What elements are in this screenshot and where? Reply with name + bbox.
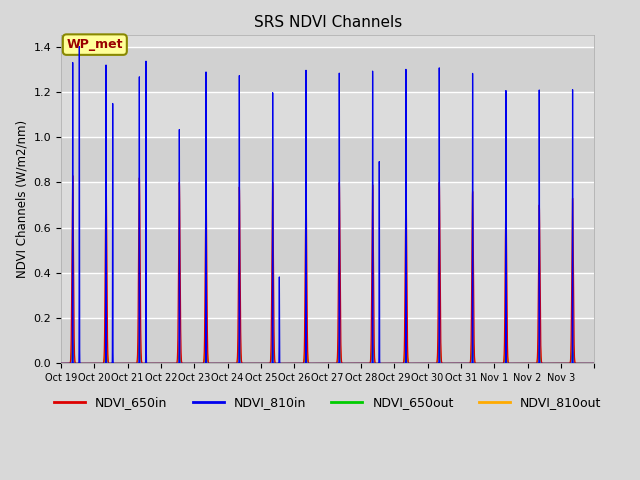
NDVI_650in — [372, 360, 380, 366]
NDVI_810out — [69, 311, 77, 316]
NDVI_650in — [57, 360, 65, 366]
Line: NDVI_650in: NDVI_650in — [61, 171, 595, 363]
Line: NDVI_810out: NDVI_810out — [61, 313, 595, 363]
Line: NDVI_810in: NDVI_810in — [61, 47, 595, 363]
NDVI_810in — [452, 360, 460, 366]
NDVI_650out — [84, 360, 92, 366]
NDVI_650out — [69, 333, 77, 339]
NDVI_810in — [57, 360, 65, 366]
NDVI_810out — [396, 360, 404, 366]
NDVI_650in — [481, 360, 489, 366]
Bar — [61, 92, 595, 137]
NDVI_650out — [481, 360, 489, 366]
Y-axis label: NDVI Channels (W/m2/nm): NDVI Channels (W/m2/nm) — [15, 120, 28, 278]
NDVI_650in — [591, 360, 598, 366]
NDVI_810out — [57, 360, 65, 366]
Legend: NDVI_650in, NDVI_810in, NDVI_650out, NDVI_810out: NDVI_650in, NDVI_810in, NDVI_650out, NDV… — [49, 392, 606, 415]
NDVI_810in — [250, 360, 258, 366]
NDVI_650out — [452, 360, 460, 366]
Bar — [61, 182, 595, 228]
Bar — [61, 228, 595, 273]
Bar — [61, 273, 595, 318]
Title: SRS NDVI Channels: SRS NDVI Channels — [253, 15, 402, 30]
NDVI_810out — [372, 360, 380, 366]
NDVI_650out — [250, 360, 258, 366]
NDVI_810in — [84, 360, 92, 366]
NDVI_810in — [481, 360, 489, 366]
NDVI_810in — [591, 360, 598, 366]
Text: WP_met: WP_met — [67, 38, 123, 51]
NDVI_810out — [481, 360, 489, 366]
NDVI_650in — [84, 360, 92, 366]
NDVI_810in — [396, 360, 404, 366]
Bar — [61, 318, 595, 363]
NDVI_650out — [372, 360, 380, 366]
NDVI_650out — [57, 360, 65, 366]
NDVI_650in — [250, 360, 258, 366]
NDVI_810out — [591, 360, 598, 366]
Bar — [61, 1, 595, 47]
NDVI_810out — [452, 360, 460, 366]
NDVI_810out — [250, 360, 258, 366]
NDVI_650in — [396, 360, 404, 366]
NDVI_810out — [84, 360, 92, 366]
NDVI_650in — [102, 168, 110, 174]
NDVI_650in — [452, 360, 460, 366]
NDVI_650out — [591, 360, 598, 366]
Line: NDVI_650out: NDVI_650out — [61, 336, 595, 363]
NDVI_810in — [372, 360, 380, 366]
Bar — [61, 47, 595, 92]
Bar — [61, 137, 595, 182]
NDVI_810in — [76, 44, 83, 49]
NDVI_650out — [396, 360, 404, 366]
